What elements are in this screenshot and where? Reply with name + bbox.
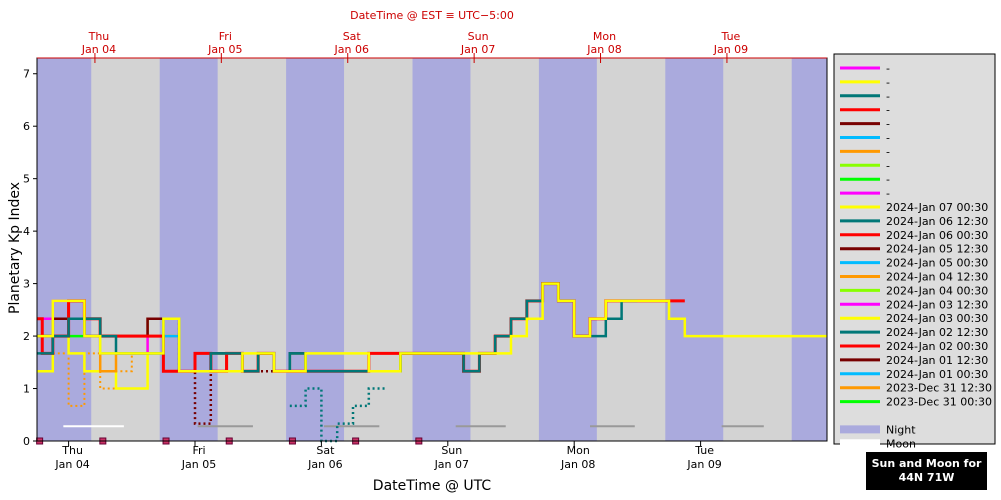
badge-line-1: Sun and Moon for [871, 457, 982, 470]
night-band [412, 58, 471, 441]
x-tick-date: Jan 05 [181, 458, 216, 471]
legend-entry-label: 2024-Jan 01 12:30 [886, 354, 988, 367]
x-tick-date: Jan 06 [307, 458, 342, 471]
legend-entry-label: - [886, 76, 890, 89]
top-axis-title: DateTime @ EST ≡ UTC−5:00 [350, 9, 514, 22]
x-tick-day: Sun [441, 444, 462, 457]
legend-entry-label: 2023-Dec 31 00:30 [886, 396, 992, 409]
y-tick-label: 6 [23, 120, 30, 133]
night-band [159, 58, 218, 441]
y-tick-label: 1 [23, 383, 30, 396]
night-band [37, 58, 92, 441]
legend-entry-label: 2024-Jan 05 00:30 [886, 257, 988, 270]
x-tick-day: Sat [316, 444, 335, 457]
y-tick-label: 4 [23, 225, 30, 238]
y-axis-label: Planetary Kp Index [7, 182, 23, 314]
x-tick-day: Tue [694, 444, 714, 457]
x-tick-day: Thu [61, 444, 83, 457]
y-tick-label: 2 [23, 330, 30, 343]
top-tick-day: Tue [721, 30, 741, 43]
legend-entry-label: - [886, 62, 890, 75]
legend-entry-label: - [886, 159, 890, 172]
legend-entry-label: 2024-Jan 07 00:30 [886, 201, 988, 214]
legend-entry-label: 2024-Jan 06 00:30 [886, 229, 988, 242]
legend-moon-label: Moon [886, 437, 916, 450]
top-tick-day: Mon [593, 30, 616, 43]
legend-entry-label: - [886, 173, 890, 186]
legend-entry-label: 2024-Jan 03 12:30 [886, 298, 988, 311]
legend-entry-label: 2024-Jan 02 00:30 [886, 340, 988, 353]
top-tick-date: Jan 05 [207, 43, 242, 56]
x-axis-label: DateTime @ UTC [373, 478, 492, 494]
legend-entry-label: 2024-Jan 03 00:30 [886, 312, 988, 325]
y-tick-label: 3 [23, 278, 30, 291]
y-tick-label: 7 [23, 68, 30, 81]
legend-entry-label: - [886, 187, 890, 200]
sun-moon-location-badge: Sun and Moon for 44N 71W [866, 452, 987, 490]
y-tick-label: 5 [23, 173, 30, 186]
badge-line-2: 44N 71W [898, 471, 955, 484]
x-tick-date: Jan 08 [560, 458, 595, 471]
top-tick-date: Jan 04 [81, 43, 116, 56]
legend-entry-label: 2024-Jan 06 12:30 [886, 215, 988, 228]
legend-entry-label: 2024-Jan 04 12:30 [886, 271, 988, 284]
legend-entry-label: - [886, 118, 890, 131]
top-tick-date: Jan 07 [460, 43, 495, 56]
x-tick-date: Jan 09 [686, 458, 721, 471]
night-band [538, 58, 597, 441]
x-tick-date: Jan 07 [434, 458, 469, 471]
legend-entry-label: 2024-Jan 02 12:30 [886, 326, 988, 339]
top-tick-day: Thu [88, 30, 110, 43]
legend-entry-label: - [886, 132, 890, 145]
x-tick-date: Jan 04 [54, 458, 89, 471]
top-tick-date: Jan 06 [334, 43, 369, 56]
y-tick-label: 0 [23, 435, 30, 448]
series-line [289, 387, 385, 443]
legend-entry-label: 2024-Jan 05 12:30 [886, 243, 988, 256]
x-tick-day: Fri [192, 444, 205, 457]
series-line [52, 335, 164, 407]
legend-entry-label: - [886, 104, 890, 117]
night-band [791, 58, 827, 441]
legend-entry-label: 2024-Jan 04 00:30 [886, 284, 988, 297]
top-tick-date: Jan 09 [713, 43, 748, 56]
legend-entry-label: - [886, 90, 890, 103]
legend-night-label: Night [886, 423, 916, 436]
night-band [286, 58, 345, 441]
top-tick-day: Sat [343, 30, 362, 43]
legend-entry-label: - [886, 145, 890, 158]
top-tick-day: Sun [468, 30, 489, 43]
top-tick-date: Jan 08 [586, 43, 621, 56]
series-line [37, 282, 827, 373]
legend-entry-label: 2023-Dec 31 12:30 [886, 382, 992, 395]
legend-entry-label: 2024-Jan 01 00:30 [886, 368, 988, 381]
night-band [665, 58, 724, 441]
top-tick-day: Fri [219, 30, 232, 43]
x-tick-day: Mon [567, 444, 590, 457]
